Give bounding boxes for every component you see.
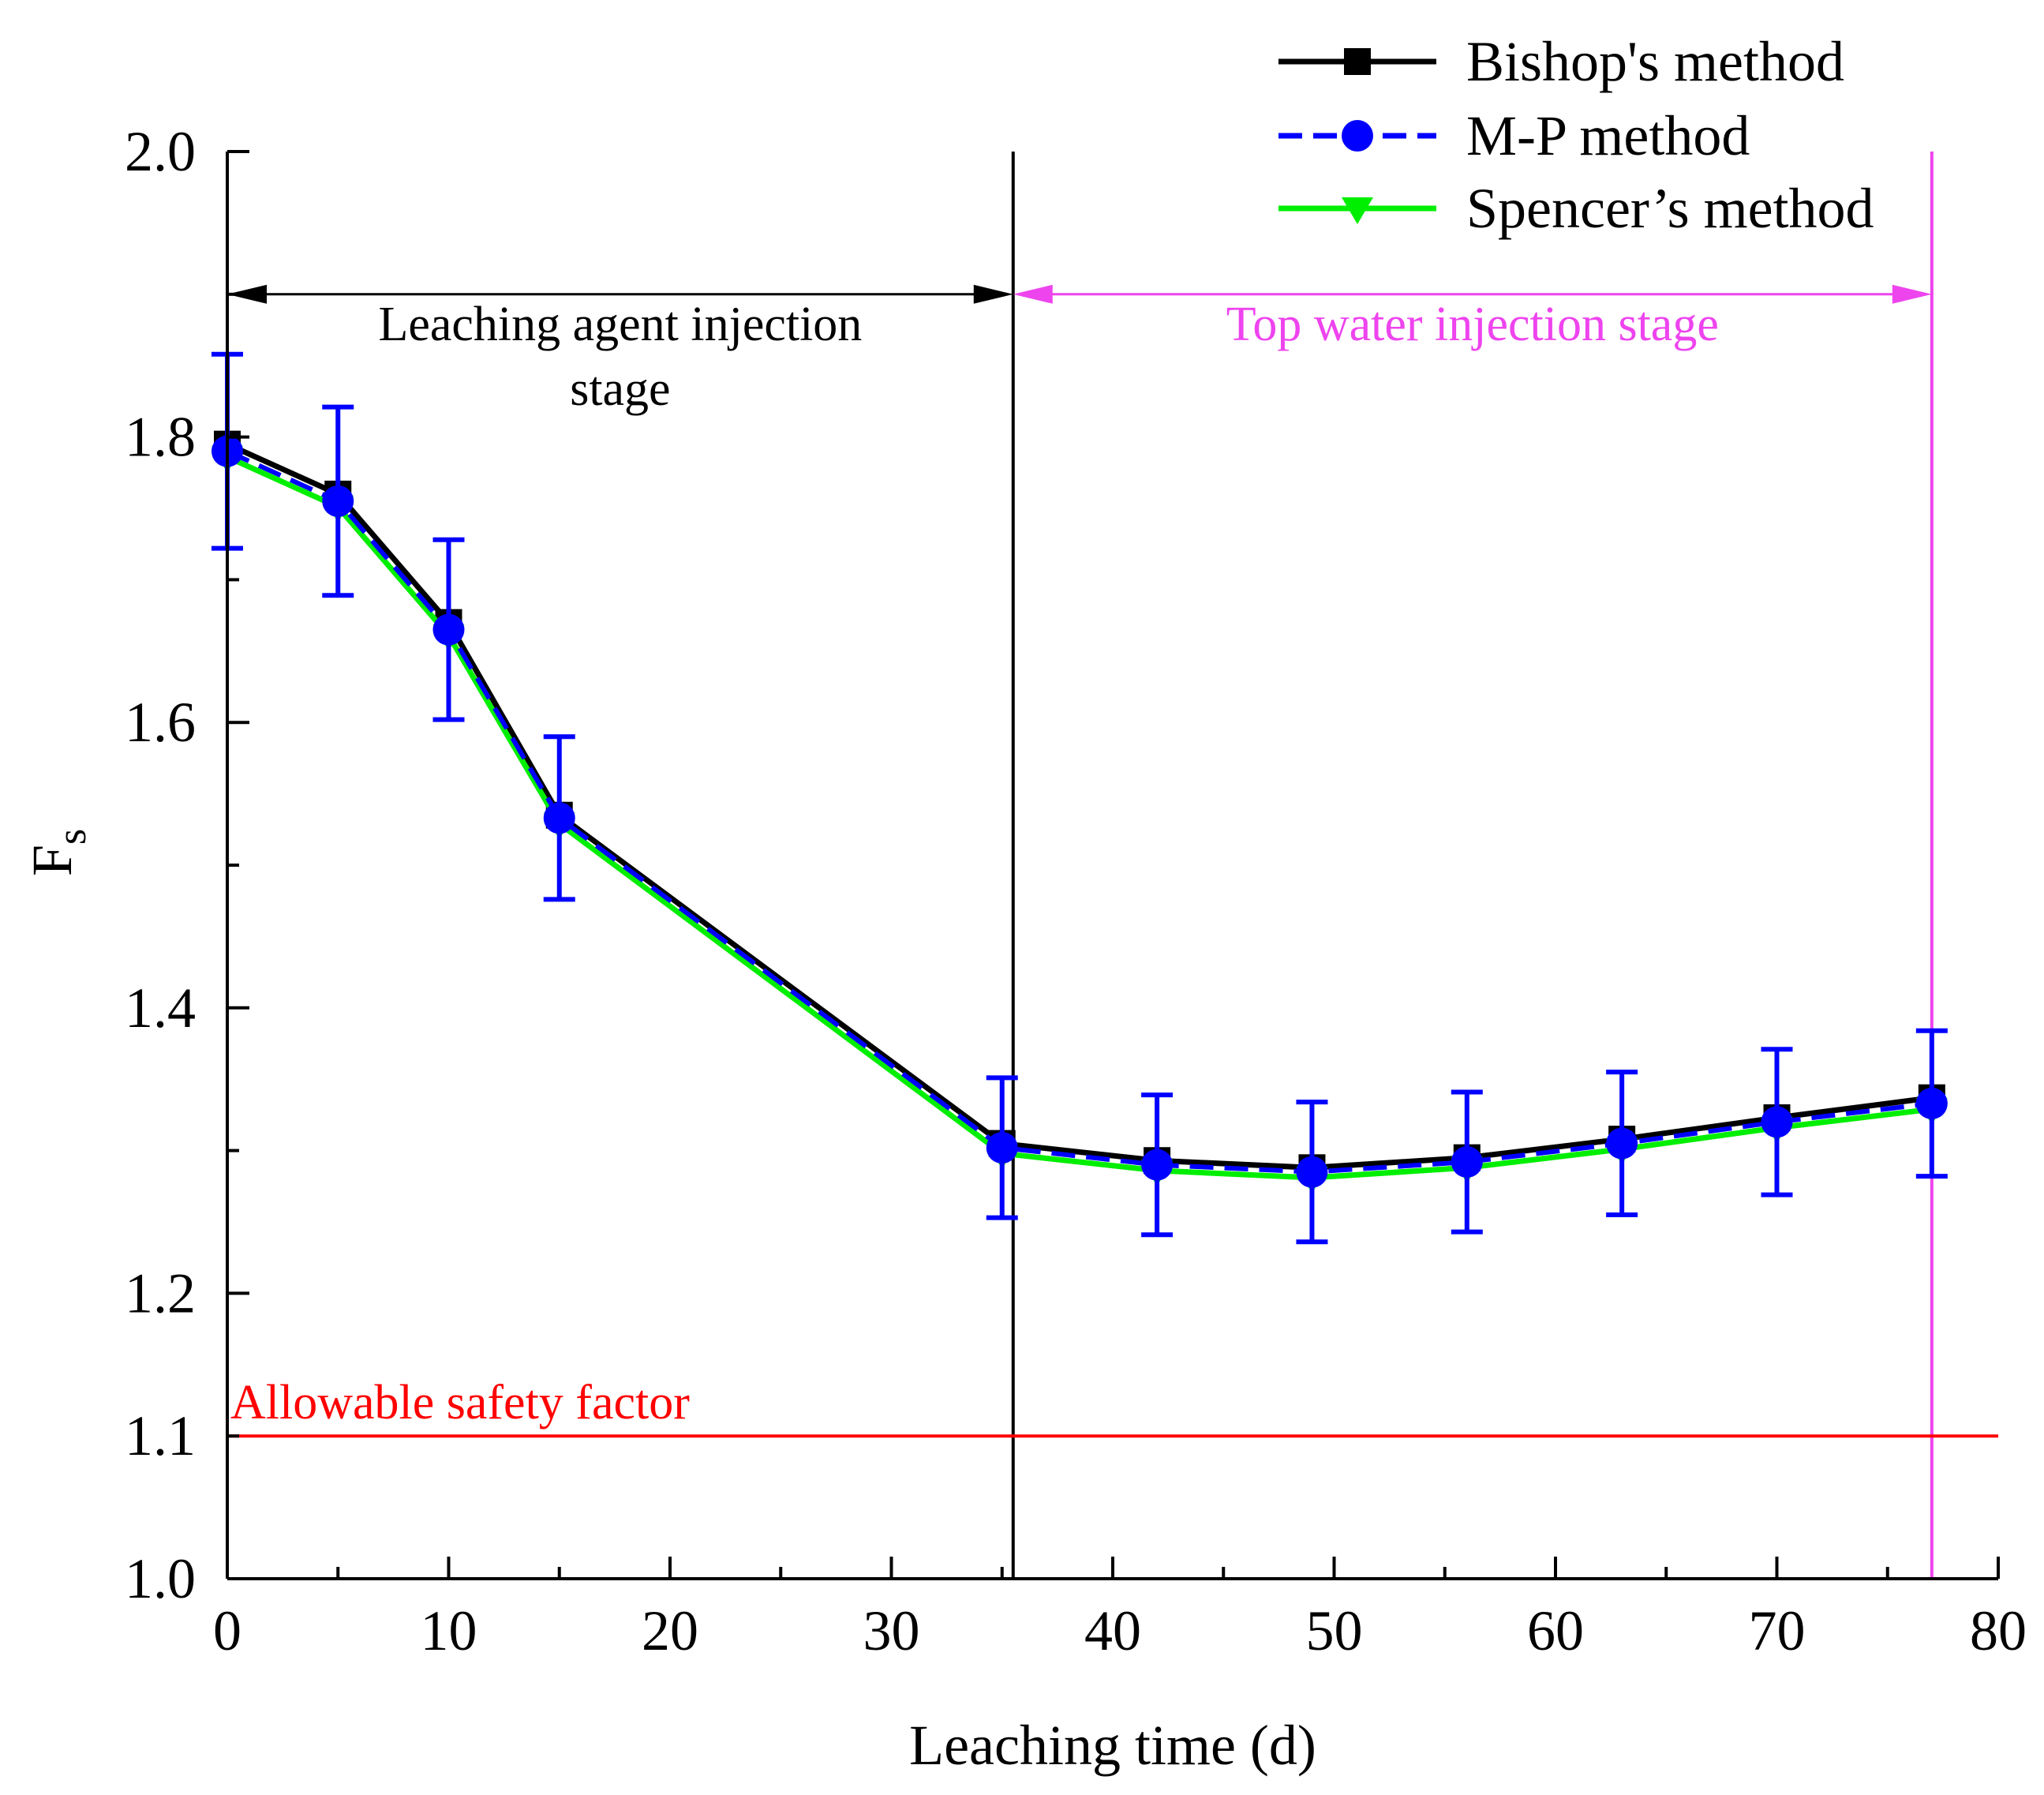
x-tick-label: 10	[421, 1599, 477, 1662]
data-point-m-p-method	[1141, 1149, 1174, 1181]
leaching-stage-label-line1: Leaching agent injection	[378, 298, 862, 351]
legend-marker-spencer-s-method	[1342, 197, 1373, 224]
series-bishop-s-method	[214, 430, 1945, 1182]
x-tick-label: 70	[1749, 1599, 1806, 1662]
legend-label-spencer-s-method: Spencer’s method	[1466, 177, 1874, 240]
data-point-m-p-method	[432, 613, 465, 646]
x-tick-label: 40	[1084, 1599, 1141, 1662]
leaching-stage-arrow-left-head	[227, 284, 267, 304]
series-m-p-method	[212, 351, 1948, 1245]
x-tick-label: 20	[642, 1599, 698, 1662]
data-point-m-p-method	[986, 1131, 1018, 1164]
top-water-stage-label: Top water injection stage	[1226, 298, 1719, 351]
data-point-m-p-method	[1606, 1127, 1638, 1160]
top-water-stage-arrow	[1013, 284, 1932, 304]
legend-item-spencer-s-method: Spencer’s method	[1278, 177, 1874, 240]
y-tick-label: 1.8	[125, 406, 196, 469]
axes: 0 10 20 30 40 50 60 70 80 1.0 1.2 1.4 1.6 1.8 2.0	[125, 120, 2027, 1662]
threshold-tick-label: 1.1	[125, 1404, 196, 1467]
data-point-m-p-method	[1296, 1156, 1328, 1188]
threshold-line-group: 1.1 Allowable safety factor	[125, 1376, 1998, 1467]
legend-label-m-p-method: M-P method	[1466, 104, 1750, 167]
plot-area: Leaching agent injection stage Top water i…	[125, 120, 2027, 1662]
series-line-spencer-s-method	[226, 454, 1933, 1181]
data-point-m-p-method	[1761, 1106, 1793, 1138]
data-point-m-p-method	[1451, 1146, 1483, 1179]
series-line-bishop-s-method	[226, 441, 1933, 1171]
series-group	[212, 351, 1948, 1245]
y-tick-label: 1.4	[125, 976, 196, 1040]
top-water-stage-arrow-left-head	[1013, 284, 1053, 304]
legend-label-bishop-s-method: Bishop's method	[1466, 30, 1844, 93]
data-point-m-p-method	[543, 802, 575, 834]
allowable-safety-factor-label: Allowable safety factor	[230, 1376, 690, 1430]
top-water-stage-arrow-right-head	[1892, 284, 1932, 304]
x-tick-label: 80	[1970, 1599, 2027, 1662]
y-tick-label: 1.0	[125, 1547, 196, 1610]
x-tick-label: 60	[1527, 1599, 1584, 1662]
x-tick-label: 50	[1306, 1599, 1363, 1662]
data-point-m-p-method	[1915, 1087, 1948, 1119]
y-axis-title-main: F	[21, 845, 84, 876]
series-line-m-p-method	[226, 448, 1933, 1175]
data-point-m-p-method	[322, 485, 354, 517]
y-tick-label: 2.0	[125, 120, 196, 183]
leaching-stage-arrow	[227, 284, 1013, 304]
stage-annotations: Leaching agent injection stage Top water i…	[227, 152, 1934, 1579]
x-tick-label: 0	[213, 1599, 241, 1662]
svg-text:Fs: Fs	[21, 829, 95, 876]
x-axis-title: Leaching time (d)	[909, 1714, 1316, 1777]
y-tick-label: 1.2	[125, 1261, 196, 1325]
legend-item-bishop-s-method: Bishop's method	[1278, 30, 1844, 93]
leaching-stage-label-line2: stage	[570, 362, 670, 416]
legend-marker-m-p-method	[1342, 120, 1373, 152]
leaching-stage-arrow-right-head	[973, 284, 1013, 304]
y-tick-label: 1.6	[125, 691, 196, 754]
x-tick-label: 30	[863, 1599, 920, 1662]
y-axis-title-subscript: s	[50, 829, 95, 845]
series-spencer-s-method	[212, 445, 1948, 1194]
legend-marker-bishop-s-method	[1344, 48, 1371, 75]
legend: Bishop's method M-P method Spencer’s metho…	[1278, 30, 1874, 240]
legend-item-m-p-method: M-P method	[1278, 104, 1750, 167]
y-axis-title: Fs	[21, 829, 95, 876]
